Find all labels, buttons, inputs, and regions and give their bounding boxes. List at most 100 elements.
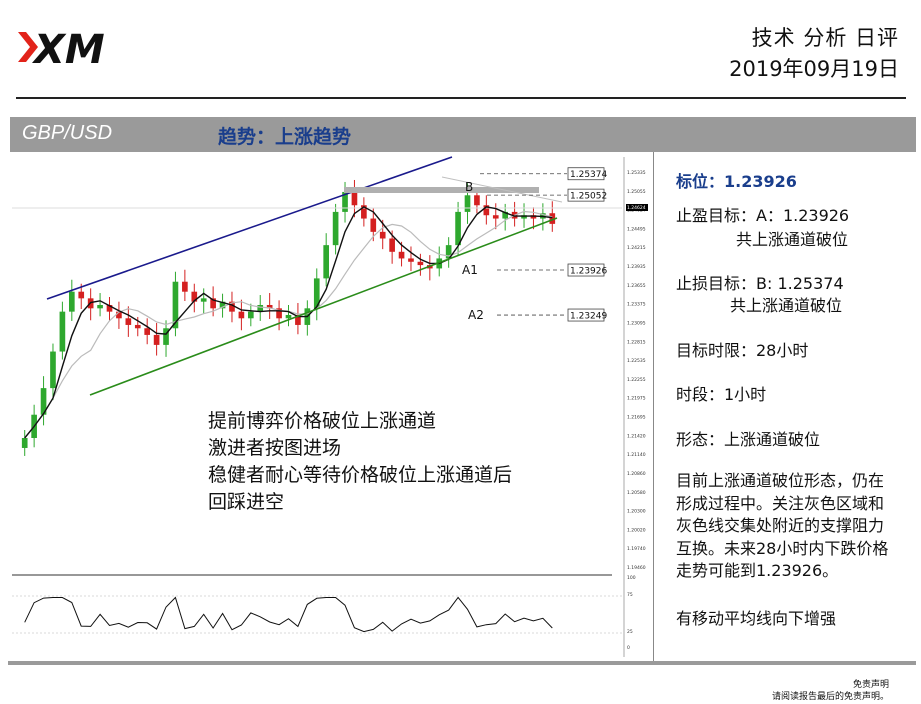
- candle: [68, 291, 75, 312]
- level-box: [567, 167, 605, 181]
- level-value: 1.25052: [570, 192, 607, 202]
- y-tick-label: 1.21140: [627, 452, 646, 458]
- annotation-line: 回踩进空: [208, 491, 284, 513]
- timeframe: 时段：1小时: [676, 385, 767, 404]
- desc-line: 形成过程中。关注灰色区域和: [676, 493, 885, 513]
- candle: [172, 281, 179, 329]
- lower-channel-line: [89, 217, 558, 396]
- candle: [417, 261, 424, 266]
- level-label: A1: [462, 263, 478, 277]
- level-row: 标位：1.23926: [676, 168, 797, 192]
- logo-text: XM: [31, 27, 105, 68]
- header-divider: [16, 97, 906, 99]
- candle: [59, 311, 66, 352]
- candle: [125, 318, 132, 325]
- y-tick-label: 1.20580: [627, 490, 646, 496]
- candle: [502, 211, 509, 219]
- annotation-line: 稳健者耐心等待价格破位上涨通道后: [208, 464, 512, 486]
- candle: [389, 238, 395, 252]
- price-chart: 1.25335 1.25055 1.24624 1.24495 1.24215 1.239…: [12, 156, 648, 657]
- level-value: 1.23926: [570, 267, 607, 277]
- candle: [323, 245, 330, 279]
- candle: [464, 195, 471, 212]
- level-box: [567, 308, 605, 322]
- candle: [370, 218, 377, 232]
- level-value: 1.23249: [570, 312, 607, 322]
- candle: [21, 437, 28, 448]
- candle: [530, 215, 537, 219]
- candle: [408, 258, 414, 262]
- level-box: [567, 263, 605, 277]
- annotation-line: 提前博弈价格破位上涨通道: [208, 410, 436, 432]
- stop-loss-note: 共上涨通道破位: [730, 296, 843, 315]
- candle: [521, 215, 527, 219]
- candle: [351, 191, 358, 206]
- osc-tick-label: 100: [627, 575, 636, 581]
- disclaimer-note: 请阅读报告最后的免责声明。: [771, 692, 889, 702]
- candle: [474, 195, 480, 206]
- bottom-divider: [8, 661, 916, 665]
- candle: [40, 388, 47, 415]
- level-value: 1.25374: [570, 170, 607, 180]
- candle: [295, 314, 301, 325]
- candle: [116, 311, 122, 319]
- y-tick-label: 1.20300: [627, 509, 646, 515]
- level-value: 1.23926: [724, 172, 797, 191]
- candle: [144, 328, 151, 335]
- upper-channel-line: [46, 156, 453, 300]
- y-tick-label: 1.19740: [627, 546, 646, 552]
- y-tick-label: 1.20020: [627, 527, 646, 533]
- candle: [153, 334, 160, 345]
- y-tick-label: 1.22535: [627, 358, 646, 364]
- candle: [549, 213, 556, 224]
- description: 目前上涨通道破位形态，仍在 形成过程中。关注灰色区域和 灰色线交集处附近的支撑阻…: [676, 470, 888, 583]
- candle: [78, 291, 85, 299]
- candle: [266, 304, 273, 309]
- candle: [285, 314, 292, 319]
- candle: [379, 231, 386, 239]
- level-label: 标位：: [676, 172, 725, 191]
- oscillator-line: [24, 596, 553, 633]
- desc-line: 目前上涨通道破位形态，仍在: [676, 471, 885, 490]
- y-tick-label: 1.23375: [627, 302, 646, 308]
- candle: [50, 351, 56, 389]
- candle: [492, 215, 499, 219]
- candle: [455, 211, 461, 246]
- currency-pair: GBP/USD: [22, 122, 113, 144]
- y-tick-label: 1.24495: [627, 226, 646, 232]
- y-tick-label: 1.20860: [627, 471, 646, 477]
- candle: [361, 205, 367, 219]
- candle: [257, 304, 264, 312]
- y-tick-label: 1.25055: [627, 189, 646, 195]
- y-tick-label: 1.23655: [627, 283, 646, 289]
- osc-tick-label: 0: [627, 645, 630, 651]
- level-label: A2: [468, 308, 484, 322]
- stop-loss: 止损目标：B: 1.25374: [676, 274, 844, 293]
- time-horizon: 目标时限：28小时: [676, 341, 809, 360]
- trend-label: 趋势：上涨趋势: [218, 126, 352, 148]
- desc-line: 互换。未来28小时内下跌价格: [676, 538, 889, 558]
- ma-black-line: [24, 206, 553, 439]
- osc-tick-label: 25: [627, 629, 633, 635]
- candle: [445, 245, 452, 259]
- y-tick-label: 1.22815: [627, 339, 646, 345]
- candle: [398, 251, 405, 259]
- candle: [229, 301, 235, 312]
- candle: [191, 291, 198, 302]
- take-profit: 止盈目标：A：1.23926: [676, 206, 850, 225]
- candle: [219, 301, 226, 309]
- candle: [97, 304, 103, 309]
- level-label: B: [465, 180, 473, 194]
- title-band: [10, 117, 916, 152]
- y-tick-label: 1.19460: [627, 565, 646, 571]
- current-price-label: 1.24624: [627, 205, 646, 211]
- take-profit-note: 共上涨通道破位: [736, 230, 849, 249]
- y-tick-label: 1.22255: [627, 377, 646, 383]
- y-tick-label: 1.25335: [627, 170, 646, 176]
- report-title: 技术 分析 日评: [751, 26, 899, 50]
- candle: [483, 205, 490, 216]
- xm-logo: XM: [18, 27, 105, 68]
- y-tick-label: 1.21420: [627, 433, 646, 439]
- candle: [163, 328, 169, 345]
- candle: [342, 191, 348, 212]
